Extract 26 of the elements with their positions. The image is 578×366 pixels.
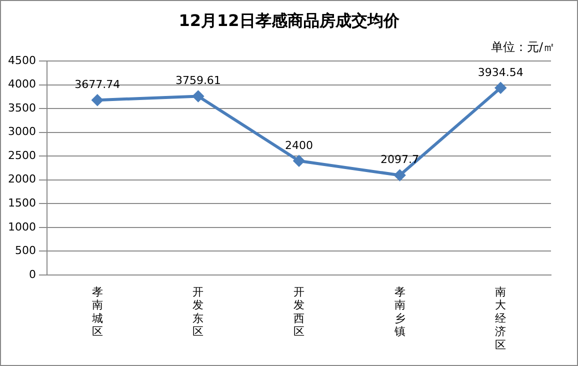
x-tick-label: 孝南乡镇 xyxy=(393,285,406,338)
point xyxy=(293,155,304,166)
y-tick-label: 0 xyxy=(28,268,36,281)
data-label: 3677.74 xyxy=(74,78,120,92)
point xyxy=(495,82,506,94)
y-tick-label: 1000 xyxy=(8,220,36,234)
point xyxy=(192,90,204,102)
y-tick-label: 3500 xyxy=(8,101,36,114)
x-tick-label: 开发东区 xyxy=(192,285,204,338)
y-tick-label: 2500 xyxy=(8,148,36,162)
y-tick-label: 4500 xyxy=(8,54,36,67)
y-tick-label: 1500 xyxy=(8,196,36,210)
x-tick-label: 孝南城区 xyxy=(90,285,103,338)
y-tick-label: 500 xyxy=(14,244,36,258)
y-tick-label: 3000 xyxy=(8,125,36,138)
data-label: 3759.61 xyxy=(175,74,221,88)
x-tick-label: 南大经济区 xyxy=(495,285,506,352)
point xyxy=(92,94,103,106)
data-label: 3934.54 xyxy=(478,66,524,79)
y-tick-label: 2000 xyxy=(8,172,36,186)
data-label: 2400 xyxy=(284,138,313,152)
y-tick-label: 4000 xyxy=(8,78,36,91)
chart-title: 12月12日孝感商品房成交均价 xyxy=(178,11,400,32)
text: 单位：元/㎡ xyxy=(490,39,555,56)
point xyxy=(394,170,406,181)
x-tick-label: 开发西区 xyxy=(293,285,304,338)
